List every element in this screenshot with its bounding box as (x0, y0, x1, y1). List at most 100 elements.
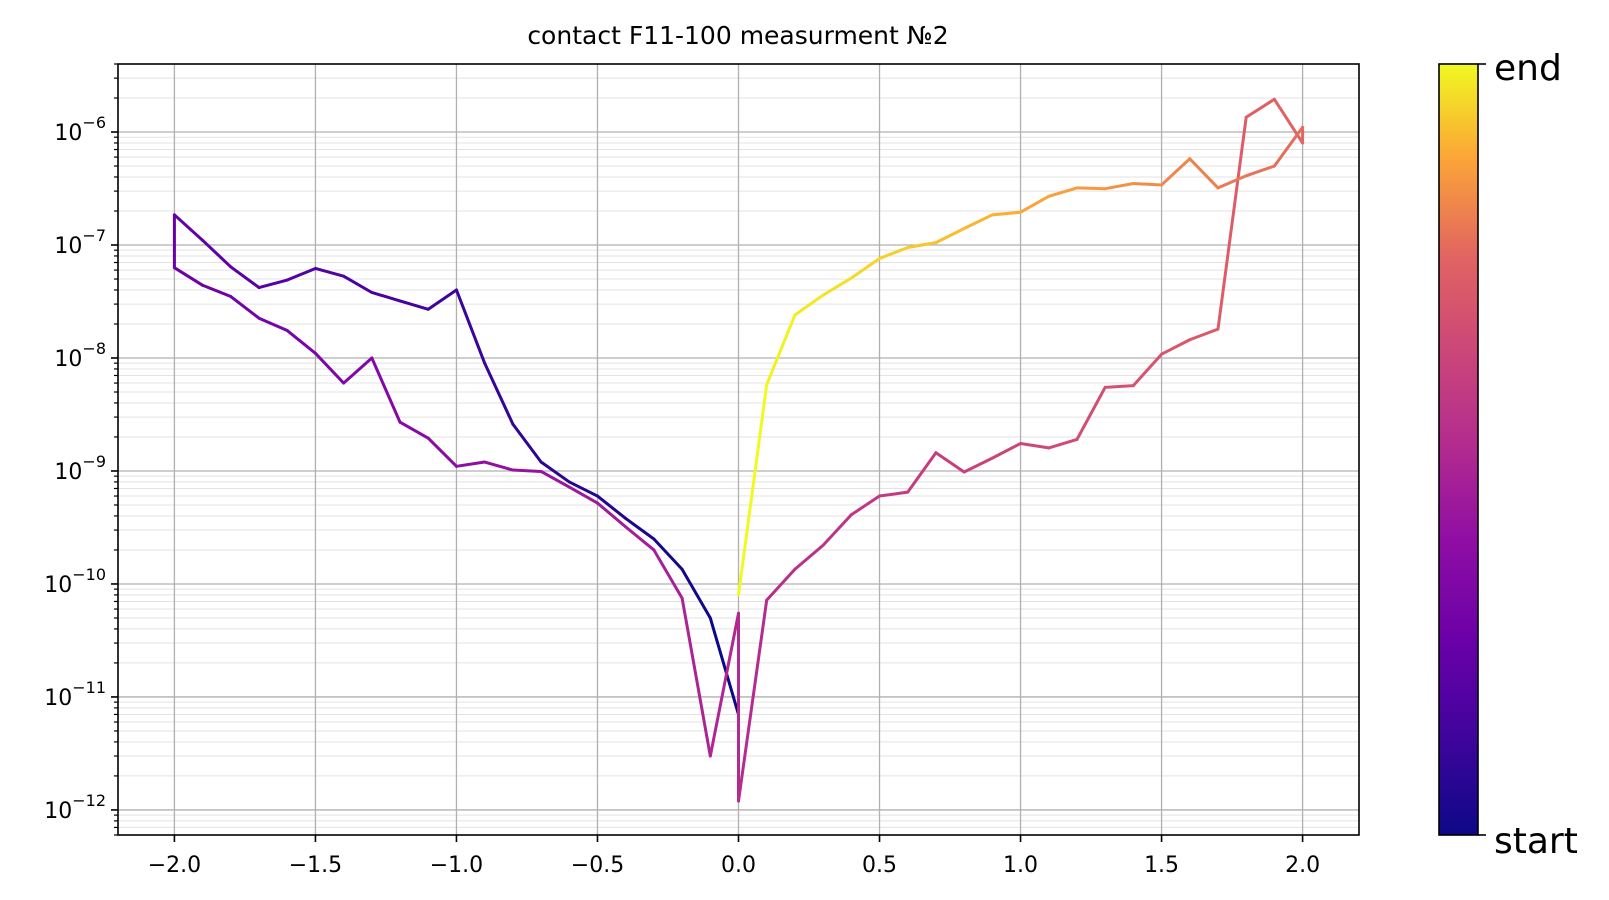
series-segment (1047, 186, 1079, 198)
series-segment (821, 513, 853, 547)
x-tick-label: 1.5 (1144, 853, 1179, 878)
series-segment (737, 598, 769, 803)
chart-title: contact F11-100 measurment №2 (527, 21, 948, 50)
series-segment (595, 494, 628, 520)
series-segment (595, 501, 628, 529)
series-segment (1019, 442, 1051, 450)
series-segment (793, 293, 825, 317)
series-segment (370, 290, 402, 303)
series-segment (680, 567, 712, 620)
series-segment (201, 238, 233, 269)
series-segment (313, 351, 346, 385)
series-segment (1131, 182, 1164, 187)
series-segment (1075, 385, 1107, 441)
series-segment (313, 266, 346, 278)
x-tick-label: 0.5 (862, 853, 897, 878)
series-segment (511, 422, 543, 464)
series-segment (906, 241, 938, 250)
series-segment (285, 329, 317, 355)
series-segment (737, 383, 769, 597)
y-tick-label: 10−7 (54, 226, 106, 259)
series-segment (1103, 182, 1135, 191)
x-tick-label: 0.0 (721, 853, 756, 878)
series-segment (229, 265, 261, 290)
series-segment (483, 460, 515, 472)
series-segment (1047, 437, 1079, 450)
series-segment (708, 616, 740, 716)
y-tick-label: 10−11 (44, 678, 106, 711)
series-segment (1075, 186, 1107, 191)
series-segment (906, 451, 938, 494)
series-segment (483, 361, 515, 426)
series-segment (1188, 157, 1220, 190)
x-tick-label: 2.0 (1285, 853, 1320, 878)
series-segment (342, 356, 374, 385)
series-segment (990, 210, 1023, 217)
series-segment (1160, 157, 1192, 187)
series-segment (1216, 115, 1248, 331)
colorbar (1438, 63, 1479, 836)
series-segment (172, 213, 205, 242)
x-tick-label: −2.0 (148, 853, 201, 878)
series-segment (624, 525, 656, 552)
series-segment (793, 543, 825, 571)
series-layer (172, 97, 1305, 803)
series-segment (765, 313, 797, 387)
series-segment (934, 451, 966, 474)
y-tick-label: 10−9 (54, 452, 106, 485)
series-segment (652, 537, 684, 571)
y-axis: 10−6 10−7 10−8 10−9 10−10 10−11 10−12 (44, 63, 118, 836)
series-segment (454, 288, 487, 365)
y-tick-label: 10−10 (44, 565, 106, 598)
y-tick-label: 10−12 (44, 791, 106, 824)
series-segment (962, 213, 994, 230)
series-segment (765, 567, 797, 602)
x-tick-label: −1.5 (289, 853, 342, 878)
series-segment (849, 256, 882, 280)
series-segment (624, 516, 656, 541)
y-tick-label: 10−8 (54, 339, 106, 372)
series-segment (878, 246, 910, 260)
series-segment (849, 494, 882, 517)
series-segment (1103, 384, 1135, 389)
series-segment (342, 274, 374, 294)
colorbar-start-label: start (1494, 821, 1578, 862)
series-segment (539, 460, 571, 484)
series-segment (1188, 327, 1220, 342)
series-segment (426, 288, 458, 311)
colorbar-end-label: end (1494, 48, 1562, 89)
series-segment (454, 460, 487, 468)
series-segment (567, 485, 599, 505)
series-segment (1244, 97, 1276, 119)
series-segment (398, 299, 430, 311)
series-segment (1272, 125, 1305, 168)
series-segment (1272, 97, 1305, 145)
series-segment (201, 283, 233, 299)
series-segment (257, 278, 289, 290)
series-segment (172, 266, 205, 287)
series-segment (990, 442, 1023, 460)
x-axis: −2.0 −1.5 −1.0 −0.5 0.0 0.5 1.0 1.5 2.0 (148, 835, 1320, 878)
x-tick-label: −1.0 (430, 853, 483, 878)
series-segment (934, 226, 966, 245)
series-segment (257, 316, 289, 333)
x-tick-label: 1.0 (1003, 853, 1038, 878)
y-tick-label: 10−6 (54, 113, 106, 146)
series-segment (708, 611, 740, 758)
series-segment (1160, 338, 1192, 356)
series-segment (962, 456, 994, 474)
series-segment (567, 480, 599, 498)
series-segment (426, 436, 458, 468)
series-segment (878, 490, 910, 498)
series-segment (821, 276, 853, 297)
series-segment (398, 420, 430, 440)
series-segment (285, 266, 317, 282)
series-segment (1244, 164, 1276, 178)
series-segment (539, 469, 571, 489)
series-segment (680, 596, 712, 758)
x-tick-label: −0.5 (571, 853, 624, 878)
series-segment (1216, 174, 1248, 190)
series-segment (511, 468, 543, 473)
series-segment (229, 295, 261, 320)
series-segment (1131, 352, 1164, 388)
